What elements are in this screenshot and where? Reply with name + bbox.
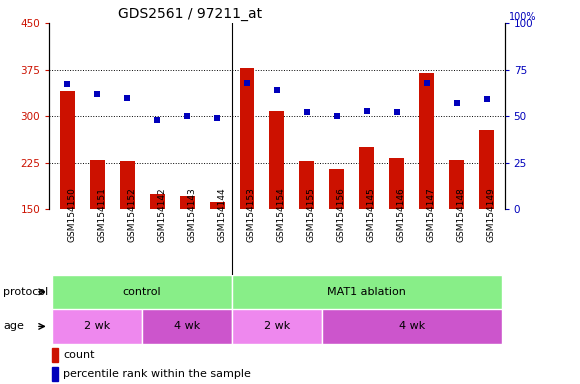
Text: GSM154148: GSM154148 — [456, 187, 466, 242]
Text: GSM154152: GSM154152 — [127, 187, 136, 242]
Point — [422, 79, 432, 86]
Bar — [322, 309, 502, 344]
Point — [183, 113, 192, 119]
Bar — [142, 309, 232, 344]
Text: GSM154151: GSM154151 — [97, 187, 106, 242]
Text: count: count — [63, 350, 95, 360]
Text: GSM154142: GSM154142 — [157, 187, 166, 242]
Text: GSM154147: GSM154147 — [427, 187, 436, 242]
Point — [242, 79, 252, 86]
Bar — [52, 367, 58, 381]
Point — [332, 113, 342, 119]
Text: GSM154146: GSM154146 — [397, 187, 406, 242]
Bar — [270, 111, 284, 209]
Point — [273, 87, 282, 93]
Text: age: age — [3, 321, 24, 331]
Bar — [449, 160, 464, 209]
Text: GSM154144: GSM154144 — [217, 187, 226, 242]
Text: MAT1 ablation: MAT1 ablation — [327, 287, 406, 297]
Text: GSM154145: GSM154145 — [367, 187, 376, 242]
Bar — [119, 161, 135, 209]
Bar — [90, 160, 105, 209]
Text: GSM154153: GSM154153 — [247, 187, 256, 242]
Point — [392, 109, 401, 116]
Point — [482, 96, 491, 103]
Text: GDS2561 / 97211_at: GDS2561 / 97211_at — [118, 7, 262, 21]
Point — [63, 81, 72, 88]
Text: GSM154149: GSM154149 — [487, 187, 496, 242]
Text: percentile rank within the sample: percentile rank within the sample — [63, 369, 251, 379]
Bar — [150, 194, 165, 209]
Bar — [52, 348, 58, 362]
Text: 2 wk: 2 wk — [84, 321, 110, 331]
Text: GSM154154: GSM154154 — [277, 187, 286, 242]
Text: GSM154143: GSM154143 — [187, 187, 196, 242]
Point — [212, 115, 222, 121]
Text: control: control — [123, 287, 161, 297]
Text: 4 wk: 4 wk — [398, 321, 425, 331]
Text: 100%: 100% — [509, 12, 536, 22]
Text: protocol: protocol — [3, 287, 48, 297]
Bar — [232, 275, 502, 309]
Text: GSM154155: GSM154155 — [307, 187, 316, 242]
Text: GSM154156: GSM154156 — [337, 187, 346, 242]
Point — [93, 91, 102, 97]
Bar — [60, 91, 75, 209]
Bar — [389, 158, 404, 209]
Point — [452, 100, 461, 106]
Bar — [209, 202, 224, 209]
Bar — [479, 130, 494, 209]
Bar — [52, 275, 232, 309]
Bar — [52, 309, 142, 344]
Bar — [360, 147, 374, 209]
Text: 4 wk: 4 wk — [174, 321, 200, 331]
Bar — [232, 309, 322, 344]
Point — [153, 117, 162, 123]
Point — [362, 108, 371, 114]
Bar — [299, 161, 314, 209]
Bar — [329, 169, 345, 209]
Bar — [419, 73, 434, 209]
Bar — [240, 68, 255, 209]
Point — [302, 109, 311, 116]
Text: 2 wk: 2 wk — [264, 321, 290, 331]
Bar — [180, 195, 194, 209]
Text: GSM154150: GSM154150 — [67, 187, 77, 242]
Point — [122, 94, 132, 101]
